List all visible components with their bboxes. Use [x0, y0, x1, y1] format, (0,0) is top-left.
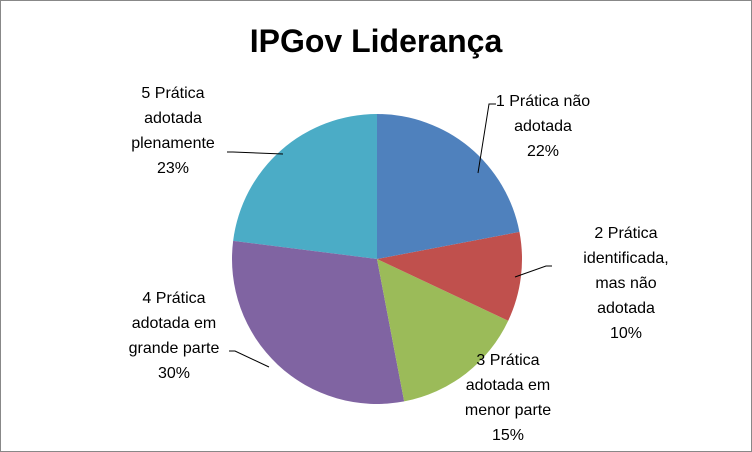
leader-line	[477, 103, 496, 174]
leader-line	[229, 350, 270, 368]
data-label: 5 Prática adotada plenamente 23%	[118, 81, 228, 181]
value-label: 10%	[609, 325, 643, 342]
leader-lines	[227, 103, 552, 368]
category-label: 4 Prática adotada em grande parte	[128, 290, 220, 357]
leader-line	[514, 265, 552, 278]
pie-slice	[377, 231, 522, 321]
chart-title: IPGov Liderança	[249, 23, 503, 59]
data-label: 4 Prática adotada em grande parte 30%	[119, 286, 229, 386]
value-label: 30%	[157, 365, 191, 382]
data-label: 3 Prática adotada em menor parte 15%	[453, 348, 563, 448]
pie-slice	[377, 259, 509, 402]
value-label: 22%	[526, 143, 560, 160]
data-label: 1 Prática não adotada 22%	[478, 89, 608, 164]
category-label: 5 Prática adotada plenamente	[131, 85, 215, 152]
pie-slice	[377, 114, 520, 259]
leader-line	[227, 151, 284, 155]
data-label: 2 Prática identificada, mas não adotada 1…	[571, 221, 681, 346]
value-label: 15%	[491, 427, 525, 444]
category-label: 3 Prática adotada em menor parte	[464, 352, 552, 419]
pie-slice	[233, 114, 377, 259]
pie-slice	[232, 240, 405, 404]
value-label: 23%	[156, 160, 190, 177]
category-label: 1 Prática não adotada	[495, 93, 591, 135]
category-label: 2 Prática identificada, mas não adotada	[583, 225, 669, 317]
